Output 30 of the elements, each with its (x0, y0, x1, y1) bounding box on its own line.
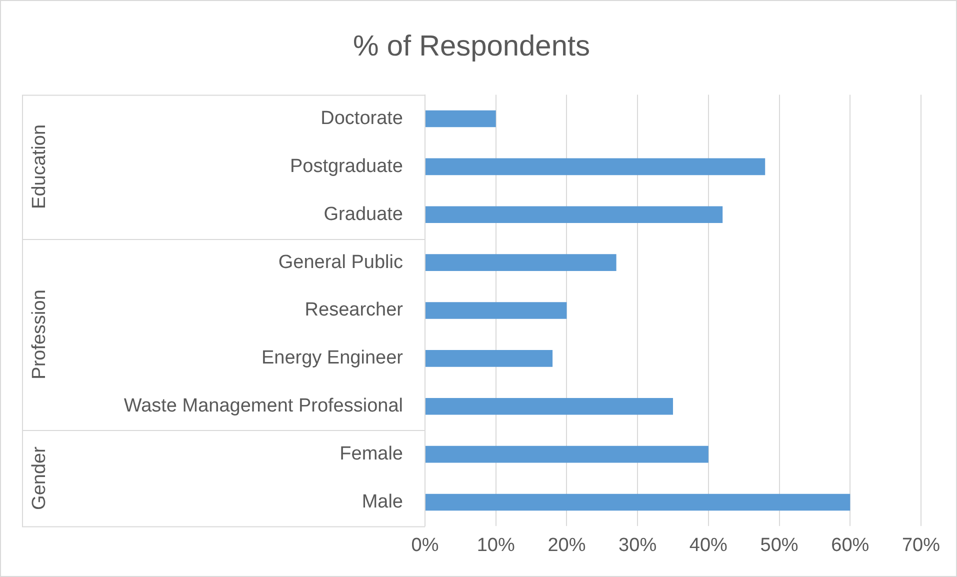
bar (426, 446, 708, 463)
x-tick-label: 20% (548, 534, 586, 556)
text: Gender (29, 446, 50, 510)
y-tick-label: Waste Management Professional (124, 396, 403, 417)
x-tick-label: 30% (618, 534, 657, 556)
bar (426, 494, 850, 511)
y-tick-label: Energy Engineer (261, 348, 404, 369)
y-tick-label: Male (362, 491, 403, 512)
x-tick-label: 60% (831, 534, 870, 556)
x-tick-label: 70% (902, 534, 940, 556)
bar (426, 350, 553, 367)
y-tick-label: Postgraduate (290, 156, 403, 177)
bar (426, 398, 673, 415)
text: Education (29, 124, 50, 209)
y-tick-label: Graduate (324, 204, 403, 225)
bar (426, 206, 723, 224)
x-tick-label: 10% (476, 534, 515, 556)
x-tick-label: 0% (411, 534, 439, 556)
y-tick-label: General Public (278, 252, 403, 273)
bar (426, 158, 766, 176)
chart-title: % of Respondents (353, 30, 590, 62)
bar (426, 110, 496, 128)
x-tick-label: 40% (689, 534, 728, 556)
y-tick-label: Researcher (304, 300, 404, 321)
y-tick-label: Doctorate (320, 108, 403, 129)
y-tick-label: Female (340, 444, 403, 465)
bar (426, 302, 567, 319)
x-tick-label: 50% (760, 534, 798, 556)
bar (426, 254, 616, 271)
text: Profession (29, 290, 50, 380)
